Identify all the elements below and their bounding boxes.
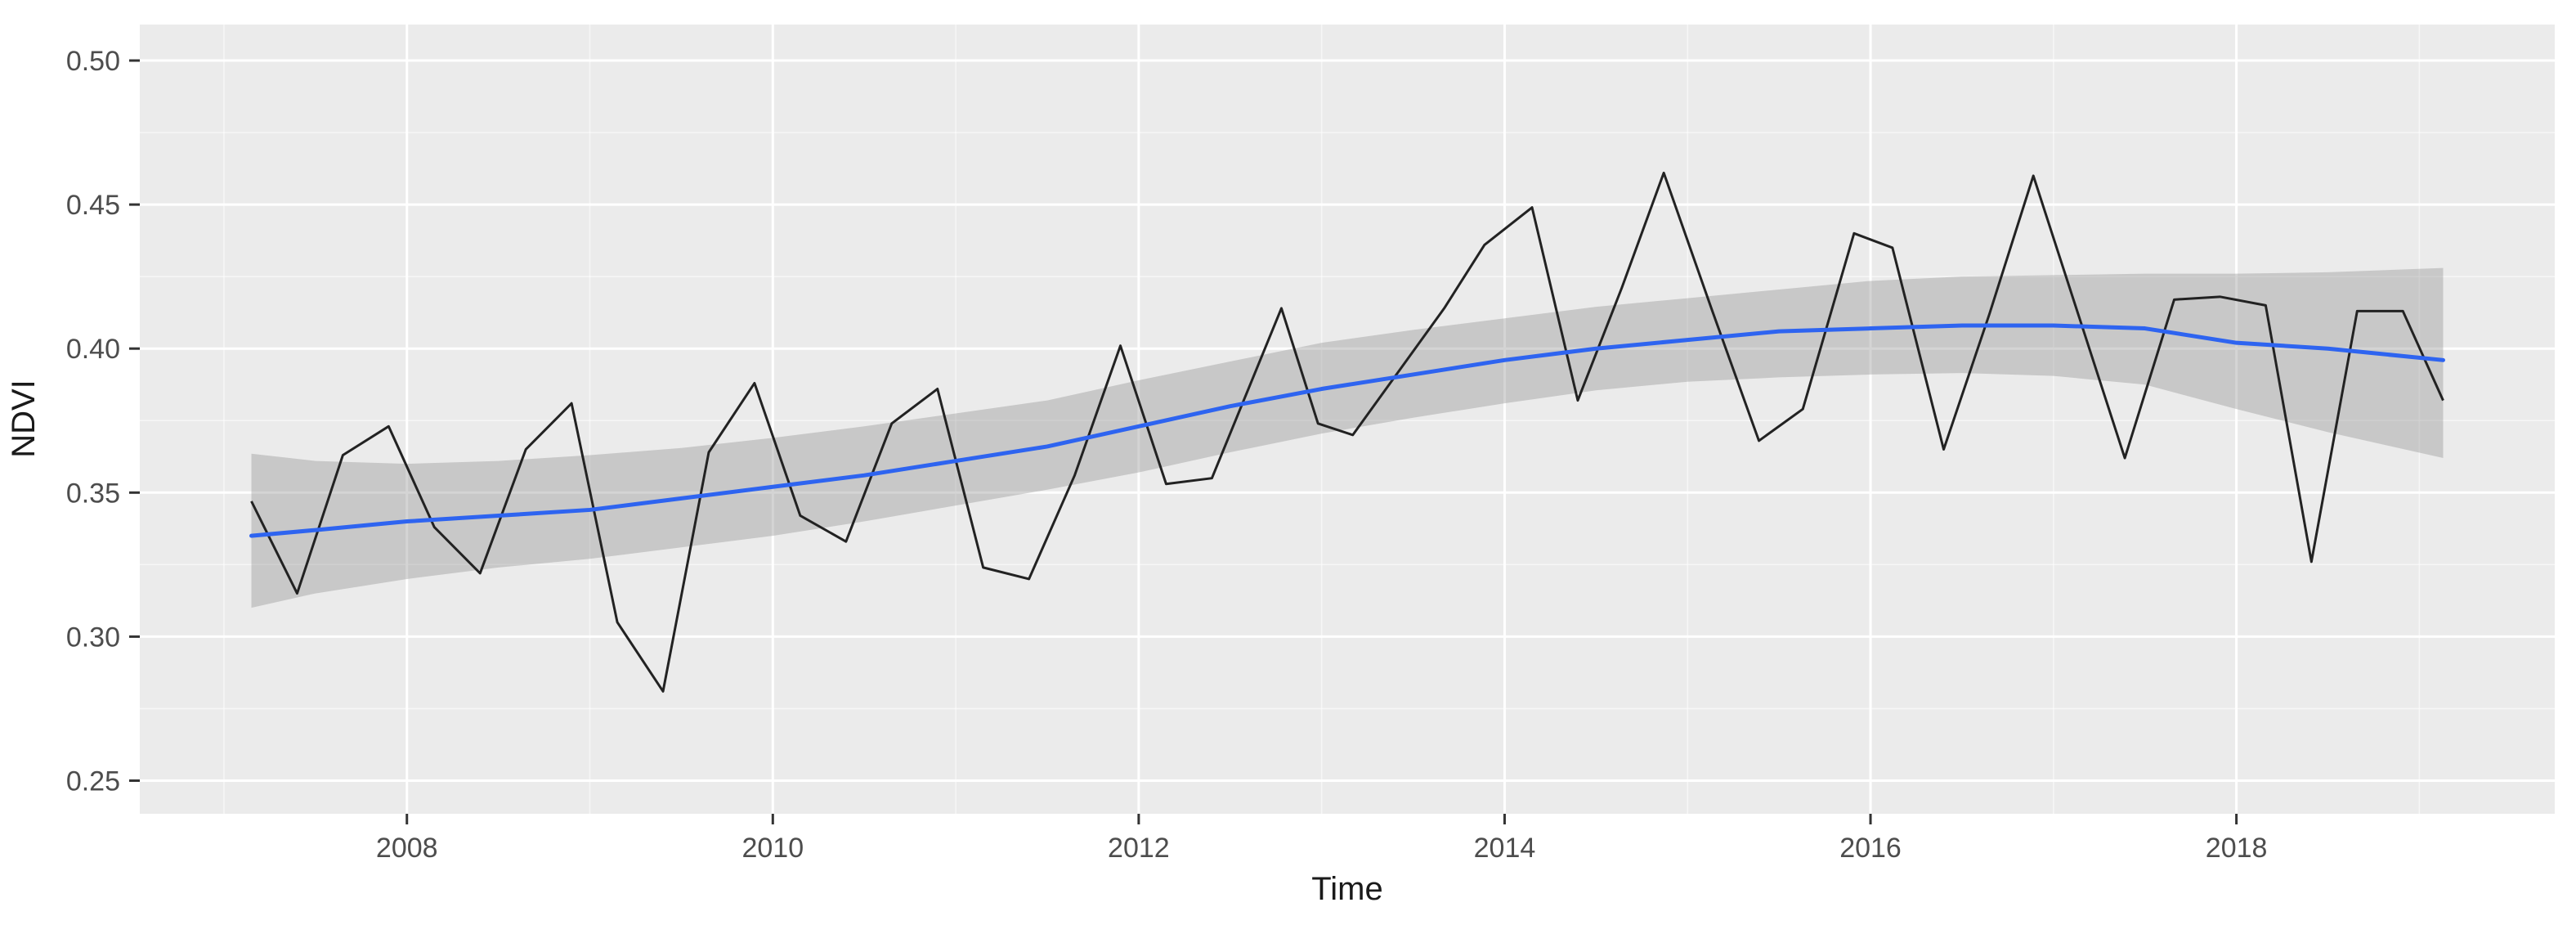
axis-tick-labels: 2008 2010 2012 2014 2016 2018 0.25 0.30 0.35 0.40… (66, 46, 2268, 864)
panel-background (140, 25, 2555, 814)
smooth-trend-line (249, 323, 2445, 538)
x-tick-label: 2014 (1474, 833, 1536, 864)
x-axis-title: Time (1311, 871, 1382, 907)
x-tick-label: 2008 (376, 833, 438, 864)
smooth-confidence-ribbon (251, 267, 2444, 608)
y-tick-label: 0.50 (66, 46, 120, 77)
y-tick-label: 0.45 (66, 190, 120, 221)
x-tick-label: 2018 (2206, 833, 2268, 864)
data-series (249, 171, 2445, 693)
y-tick-label: 0.30 (66, 622, 120, 653)
plot-panel (140, 25, 2555, 814)
y-tick-label: 0.40 (66, 334, 120, 365)
y-tick-label: 0.35 (66, 478, 120, 509)
ndvi-observed-line (250, 171, 2444, 693)
y-tick-label: 0.25 (66, 766, 120, 797)
x-tick-label: 2016 (1839, 833, 1902, 864)
axis-tick-marks (129, 59, 2238, 824)
grid-major-lines (140, 25, 2555, 814)
grid-minor-lines (140, 25, 2555, 814)
confidence-ribbon (251, 267, 2444, 608)
x-tick-label: 2010 (741, 833, 804, 864)
y-axis-title: NDVI (6, 379, 42, 458)
x-tick-label: 2012 (1108, 833, 1170, 864)
